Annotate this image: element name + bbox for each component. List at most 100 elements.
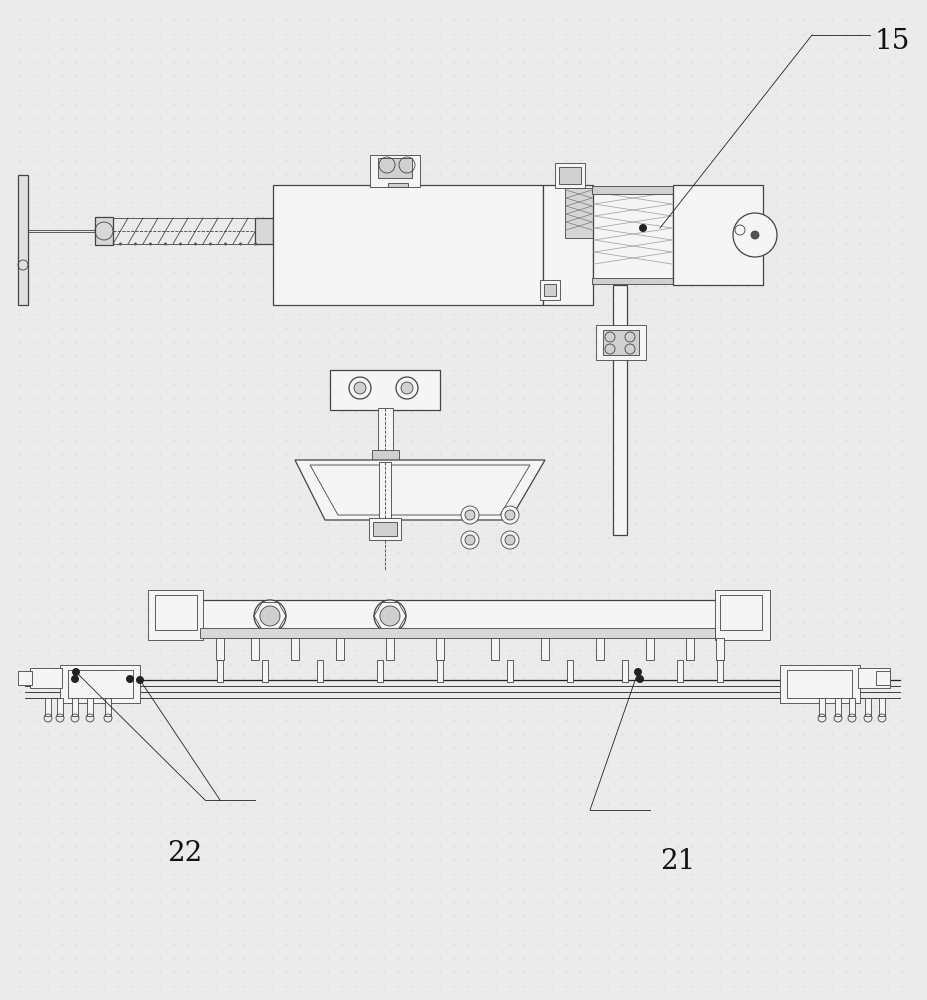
Circle shape [126, 675, 134, 683]
Bar [541, 638, 549, 660]
Circle shape [72, 668, 80, 676]
Bar [540, 280, 560, 300]
Bar [592, 278, 674, 284]
Bar [876, 671, 890, 685]
Bar [780, 665, 860, 703]
Circle shape [733, 213, 777, 257]
Bar [372, 450, 399, 462]
Bar [57, 698, 63, 716]
Circle shape [380, 606, 400, 626]
Bar [436, 638, 444, 660]
Bar [105, 698, 111, 716]
Circle shape [501, 531, 519, 549]
Bar [622, 660, 628, 682]
Circle shape [260, 606, 280, 626]
Bar [200, 628, 715, 638]
Polygon shape [295, 460, 545, 520]
Bar [317, 660, 323, 682]
Circle shape [639, 224, 647, 232]
Bar [386, 638, 394, 660]
Bar [567, 660, 573, 682]
Circle shape [209, 242, 212, 245]
Circle shape [505, 510, 515, 520]
Circle shape [465, 535, 475, 545]
Bar [716, 638, 724, 660]
Bar [720, 595, 762, 630]
Bar [491, 638, 499, 660]
Circle shape [751, 231, 759, 239]
Bar [555, 163, 585, 188]
Circle shape [461, 531, 479, 549]
Bar [68, 670, 133, 698]
Circle shape [634, 668, 642, 676]
Circle shape [374, 600, 406, 632]
Bar [715, 590, 770, 640]
Bar [543, 185, 593, 305]
Bar [865, 698, 871, 716]
Circle shape [136, 676, 144, 684]
Bar [378, 158, 412, 178]
Bar [95, 217, 113, 245]
Bar [559, 167, 581, 184]
Bar [596, 638, 604, 660]
Circle shape [194, 242, 197, 245]
Bar [677, 660, 683, 682]
Bar [787, 670, 852, 698]
Bar [565, 188, 593, 238]
Bar [592, 186, 674, 194]
Bar [330, 370, 440, 410]
Bar [370, 155, 420, 187]
Bar [849, 698, 855, 716]
Circle shape [636, 675, 644, 683]
Bar [613, 285, 627, 535]
Bar [30, 668, 62, 688]
Circle shape [164, 242, 167, 245]
Circle shape [254, 242, 257, 245]
Text: 15: 15 [875, 28, 910, 55]
Circle shape [401, 382, 413, 394]
Bar [291, 638, 299, 660]
Bar [388, 183, 408, 187]
Circle shape [501, 506, 519, 524]
Bar [87, 698, 93, 716]
Circle shape [239, 242, 242, 245]
Bar [593, 190, 673, 280]
Bar [148, 590, 203, 640]
Bar [155, 595, 197, 630]
Circle shape [354, 382, 366, 394]
Bar [378, 408, 393, 453]
Bar [673, 185, 763, 285]
Bar [686, 638, 694, 660]
Circle shape [505, 535, 515, 545]
Bar [835, 698, 841, 716]
Circle shape [71, 675, 79, 683]
Bar [217, 660, 223, 682]
Bar [60, 665, 140, 703]
Circle shape [119, 242, 122, 245]
Text: 21: 21 [660, 848, 695, 875]
Bar [603, 330, 639, 355]
Bar [72, 698, 78, 716]
Bar [596, 325, 646, 360]
Circle shape [396, 377, 418, 399]
Circle shape [461, 506, 479, 524]
Circle shape [179, 242, 182, 245]
Circle shape [465, 510, 475, 520]
Circle shape [149, 242, 152, 245]
Bar [18, 671, 32, 685]
Bar [175, 600, 735, 630]
Bar [18, 175, 28, 305]
Bar [262, 660, 268, 682]
Bar [379, 462, 391, 520]
Circle shape [254, 600, 286, 632]
Circle shape [224, 242, 227, 245]
Bar [373, 522, 397, 536]
Bar [646, 638, 654, 660]
Bar [45, 698, 51, 716]
Bar [273, 185, 543, 305]
Bar [377, 660, 383, 682]
Bar [251, 638, 259, 660]
Bar [544, 284, 556, 296]
Bar [858, 668, 890, 688]
Circle shape [134, 242, 137, 245]
